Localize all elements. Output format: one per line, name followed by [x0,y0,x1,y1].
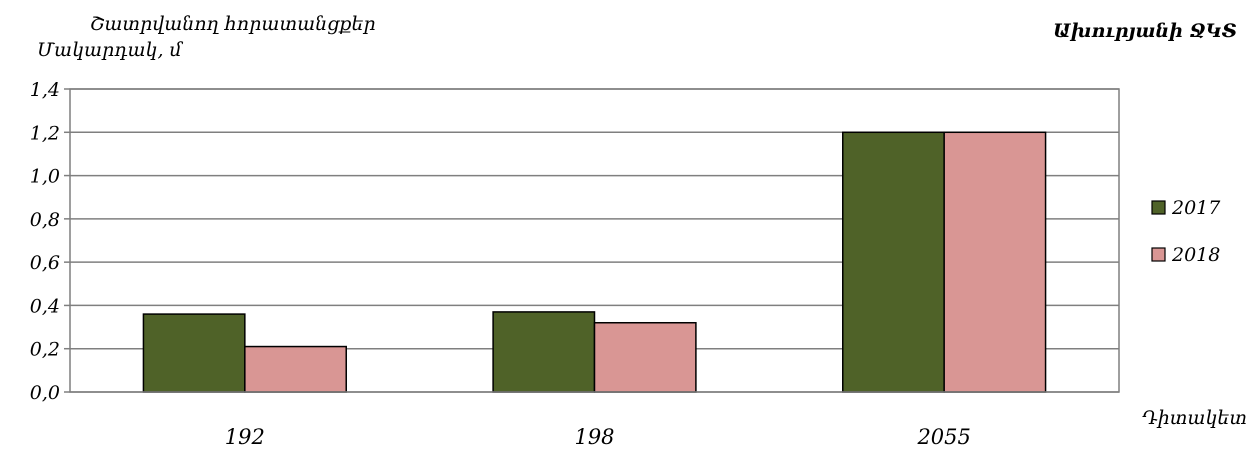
chart-title: Ախուրյանի ՋԿՏ [1053,20,1237,42]
x-tick-label: 2055 [916,425,970,449]
y-tick-label: 1,0 [30,166,60,188]
y-tick-label: 0,8 [30,209,60,231]
legend-label-2018: 2018 [1171,244,1220,266]
legend-swatch-2017 [1151,200,1166,215]
bar-2017-198 [492,311,596,393]
x-tick-label: 198 [574,425,614,449]
bars [142,131,1047,393]
bar-2018-2055 [943,131,1047,393]
y-tick-label: 0,4 [30,295,60,317]
bar-2017-192 [142,313,246,393]
y-tick-labels: 0,0 0,2 0,4 0,6 0,8 1,0 1,2 1,4 [30,79,60,404]
x-tick-label: 192 [225,425,265,449]
y-tick-label: 0,0 [30,382,60,404]
y-tick-label: 0,6 [30,252,60,274]
plot-area [69,88,1120,393]
chart-subtitle: Շատրվանող հորատանցքեր [90,13,376,35]
legend: 2017 2018 [1151,197,1221,266]
bar-2018-198 [593,321,697,393]
bar-2018-192 [244,345,347,393]
bar-2017-2055 [842,131,945,393]
legend-swatch-2018 [1151,247,1166,262]
y-tick-label: 0,2 [30,339,60,361]
y-axis-label: Մակարդակ, մ [37,39,184,61]
y-tick-label: 1,4 [30,79,60,101]
category-labels: 192 198 2055 [225,425,971,449]
y-tick-label: 1,2 [30,122,60,144]
legend-label-2017: 2017 [1171,197,1221,219]
x-axis-label: Դիտակետ [1142,407,1247,429]
